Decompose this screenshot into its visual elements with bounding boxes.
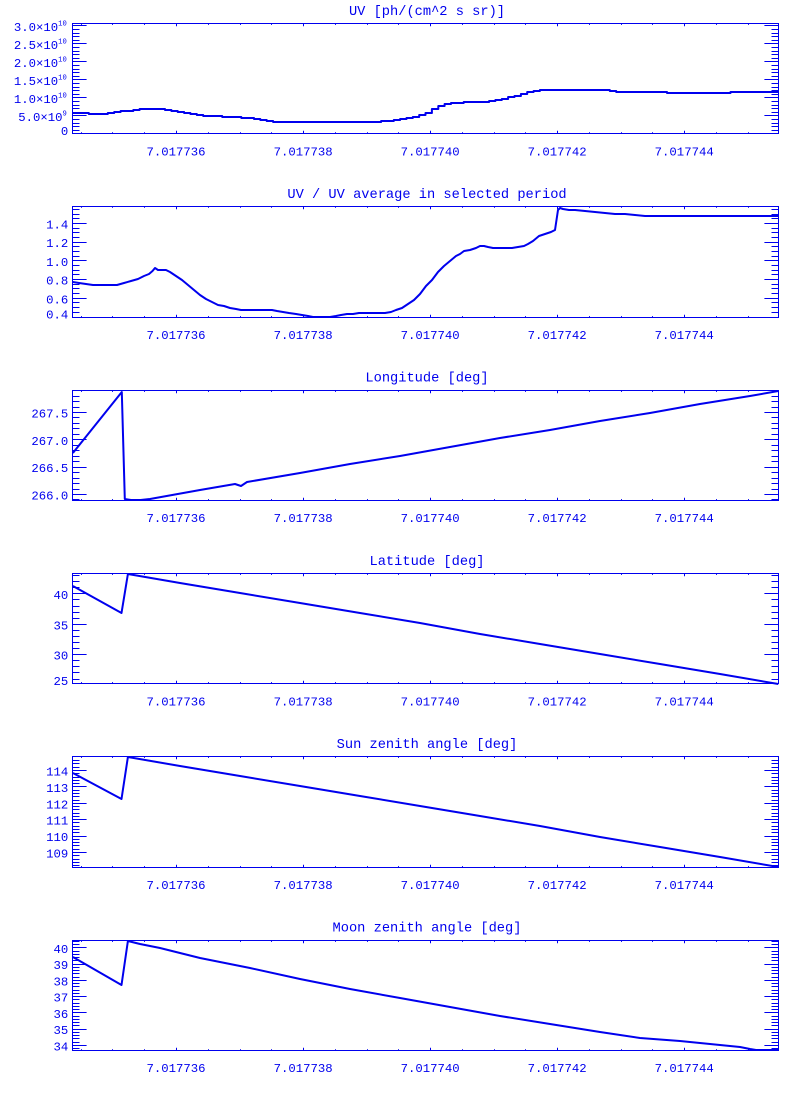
svg-text:Sun zenith angle [deg]: Sun zenith angle [deg] <box>337 738 518 753</box>
svg-text:1.2: 1.2 <box>46 237 68 251</box>
svg-text:7.017744: 7.017744 <box>655 696 714 710</box>
svg-text:7.017736: 7.017736 <box>146 879 205 893</box>
svg-text:7.017738: 7.017738 <box>274 879 333 893</box>
svg-text:7.017742: 7.017742 <box>528 329 587 343</box>
svg-text:7.017740: 7.017740 <box>401 879 460 893</box>
svg-text:7.017738: 7.017738 <box>274 329 333 343</box>
svg-text:7.017736: 7.017736 <box>146 696 205 710</box>
svg-text:34: 34 <box>54 1040 69 1054</box>
svg-text:7.017742: 7.017742 <box>528 1062 587 1076</box>
svg-text:7.017738: 7.017738 <box>274 1062 333 1076</box>
svg-text:1.4: 1.4 <box>46 219 68 233</box>
svg-text:7.017740: 7.017740 <box>401 329 460 343</box>
svg-text:7.017744: 7.017744 <box>655 329 714 343</box>
svg-text:110: 110 <box>46 831 68 845</box>
svg-text:7.017740: 7.017740 <box>401 696 460 710</box>
svg-text:114: 114 <box>46 766 68 780</box>
svg-text:0.6: 0.6 <box>46 293 68 307</box>
svg-text:40: 40 <box>54 943 69 957</box>
svg-text:7.017744: 7.017744 <box>655 146 714 160</box>
svg-text:7.017740: 7.017740 <box>401 146 460 160</box>
svg-text:37: 37 <box>54 992 69 1006</box>
svg-text:0: 0 <box>61 125 68 139</box>
svg-text:7.017742: 7.017742 <box>528 512 587 526</box>
svg-text:7.017740: 7.017740 <box>401 512 460 526</box>
svg-text:267.5: 267.5 <box>31 408 68 422</box>
svg-text:7.017736: 7.017736 <box>146 146 205 160</box>
svg-text:7.017742: 7.017742 <box>528 146 587 160</box>
svg-text:7.017744: 7.017744 <box>655 1062 714 1076</box>
svg-text:7.017744: 7.017744 <box>655 879 714 893</box>
svg-text:1.5×1010: 1.5×1010 <box>14 74 67 89</box>
svg-text:30: 30 <box>54 650 69 664</box>
svg-text:25: 25 <box>54 675 69 689</box>
svg-text:Moon zenith angle [deg]: Moon zenith angle [deg] <box>333 922 522 937</box>
svg-text:1.0×1010: 1.0×1010 <box>14 92 67 107</box>
svg-text:5.0×109: 5.0×109 <box>18 110 67 125</box>
svg-text:7.017742: 7.017742 <box>528 879 587 893</box>
svg-text:40: 40 <box>54 589 69 603</box>
svg-text:UV [ph/(cm^2 s sr)]: UV [ph/(cm^2 s sr)] <box>349 5 505 20</box>
svg-text:7.017736: 7.017736 <box>146 512 205 526</box>
svg-text:7.017742: 7.017742 <box>528 696 587 710</box>
svg-text:7.017738: 7.017738 <box>274 512 333 526</box>
svg-text:UV / UV average in selected pe: UV / UV average in selected period <box>287 188 566 203</box>
svg-text:109: 109 <box>46 848 68 862</box>
svg-text:7.017744: 7.017744 <box>655 512 714 526</box>
svg-text:3.0×1010: 3.0×1010 <box>14 20 67 35</box>
svg-text:39: 39 <box>54 959 69 973</box>
svg-text:2.0×1010: 2.0×1010 <box>14 56 67 71</box>
svg-text:266.0: 266.0 <box>31 490 68 504</box>
svg-text:Latitude [deg]: Latitude [deg] <box>370 555 485 570</box>
svg-text:35: 35 <box>54 619 69 633</box>
svg-text:267.0: 267.0 <box>31 435 68 449</box>
svg-text:35: 35 <box>54 1024 69 1038</box>
svg-text:36: 36 <box>54 1008 69 1022</box>
svg-text:Longitude [deg]: Longitude [deg] <box>365 372 488 387</box>
svg-text:38: 38 <box>54 975 69 989</box>
svg-text:7.017738: 7.017738 <box>274 146 333 160</box>
svg-text:266.5: 266.5 <box>31 462 68 476</box>
svg-text:7.017740: 7.017740 <box>401 1062 460 1076</box>
svg-text:113: 113 <box>46 782 68 796</box>
svg-text:2.5×1010: 2.5×1010 <box>14 38 67 53</box>
svg-text:1.0: 1.0 <box>46 256 68 270</box>
svg-text:7.017736: 7.017736 <box>146 1062 205 1076</box>
svg-text:7.017736: 7.017736 <box>146 329 205 343</box>
svg-text:112: 112 <box>46 798 68 812</box>
svg-text:7.017738: 7.017738 <box>274 696 333 710</box>
svg-text:111: 111 <box>46 815 68 829</box>
svg-text:0.8: 0.8 <box>46 275 68 289</box>
svg-text:0.4: 0.4 <box>46 308 68 322</box>
